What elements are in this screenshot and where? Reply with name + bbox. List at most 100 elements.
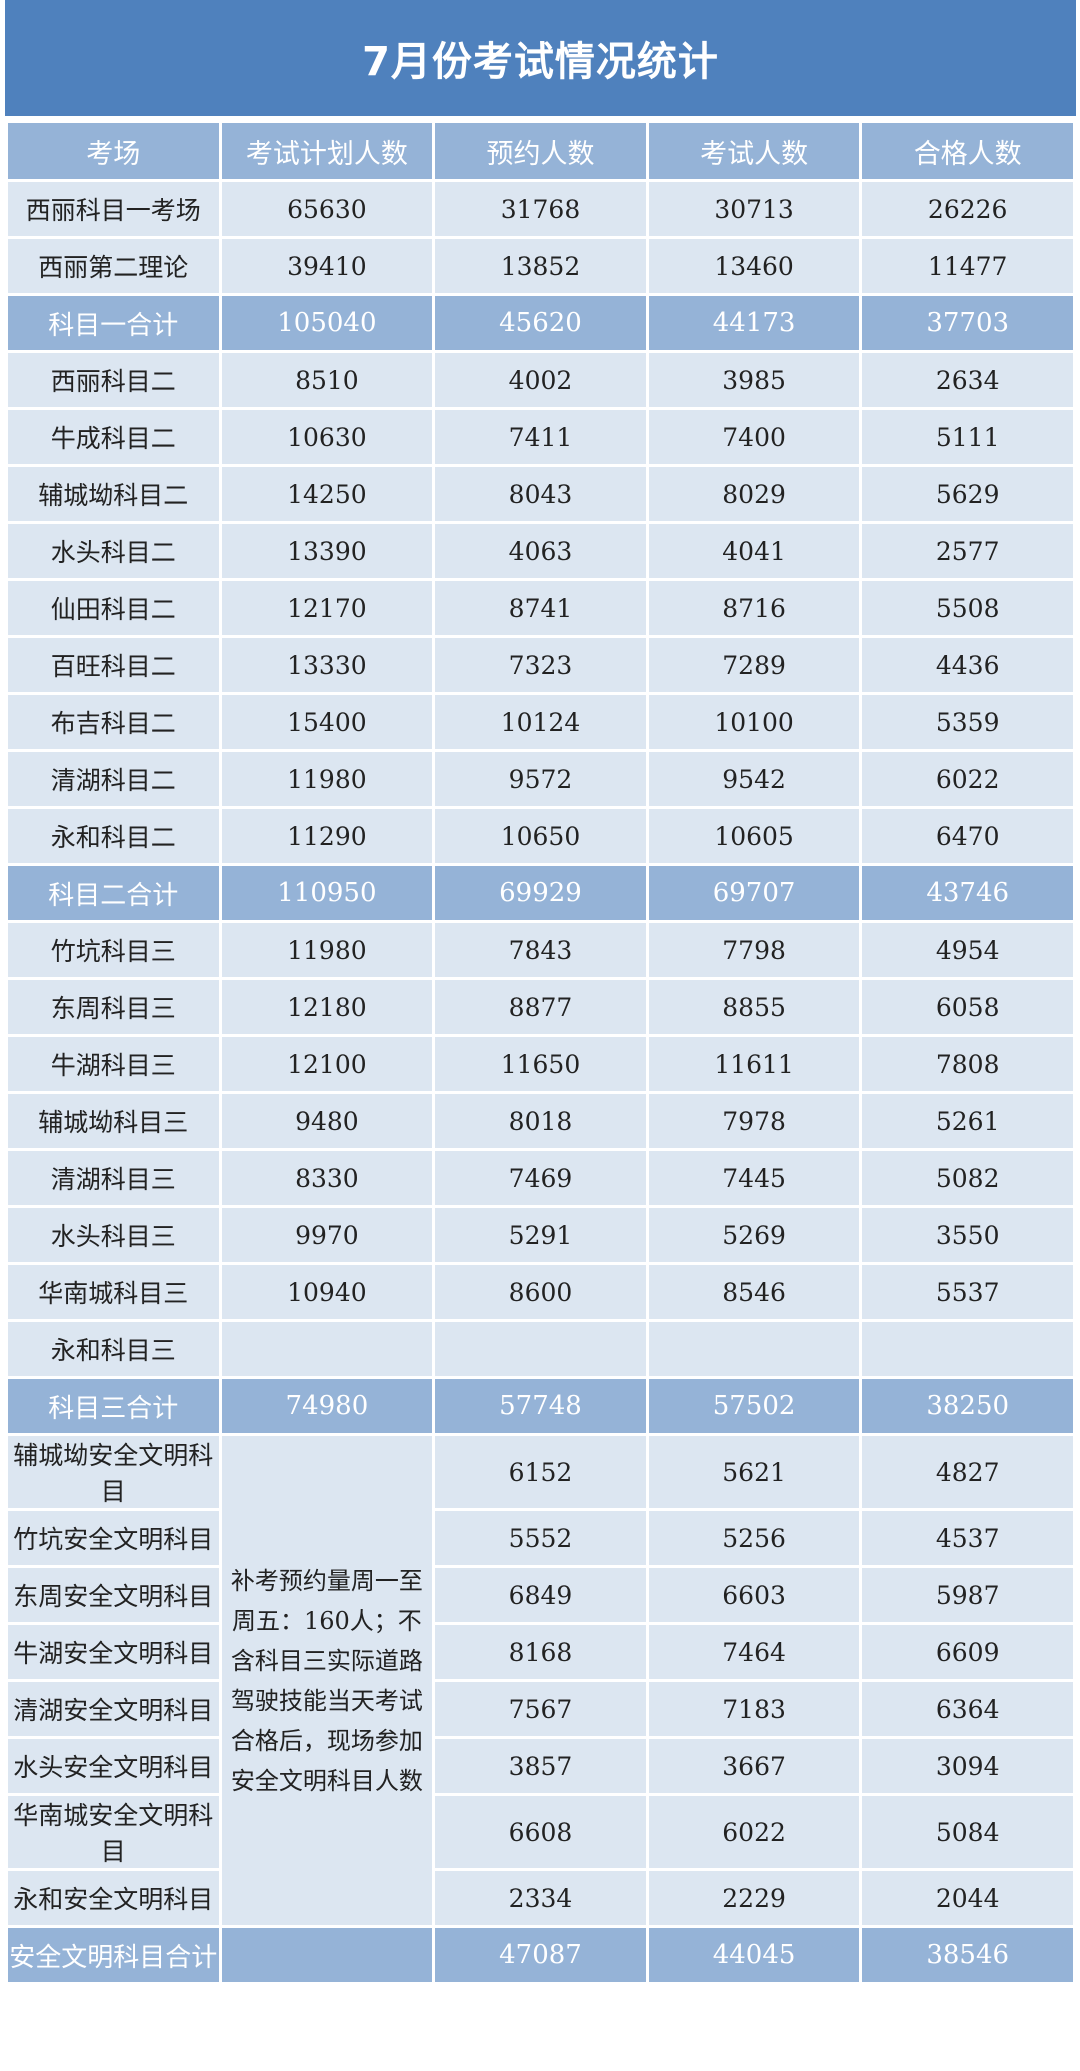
planned-cell: 39410 bbox=[218, 236, 436, 296]
booked-cell: 8741 bbox=[432, 578, 649, 638]
tested-cell: 2229 bbox=[645, 1868, 863, 1928]
exam-site-cell: 东周安全文明科目 bbox=[5, 1565, 222, 1625]
passed-cell: 5537 bbox=[859, 1262, 1076, 1322]
passed-cell: 26226 bbox=[859, 179, 1076, 239]
table-row: 东周科目三 12180 8877 8855 6058 bbox=[5, 977, 1076, 1037]
planned-cell: 10940 bbox=[218, 1262, 436, 1322]
planned-cell: 12180 bbox=[218, 977, 436, 1037]
table-row: 牛湖科目三 12100 11650 11611 7808 bbox=[5, 1034, 1076, 1094]
table-row: 永和科目二 11290 10650 10605 6470 bbox=[5, 806, 1076, 866]
table-row: 布吉科目二 15400 10124 10100 5359 bbox=[5, 692, 1076, 752]
table-row: 水头科目三 9970 5291 5269 3550 bbox=[5, 1205, 1076, 1265]
tested-cell: 5621 bbox=[645, 1433, 863, 1511]
booked-cell: 7323 bbox=[432, 635, 649, 695]
booked-cell: 47087 bbox=[432, 1925, 649, 1985]
table-row: 华南城科目三 10940 8600 8546 5537 bbox=[5, 1262, 1076, 1322]
tested-cell: 57502 bbox=[645, 1376, 863, 1436]
exam-site-cell: 水头科目三 bbox=[5, 1205, 222, 1265]
exam-site-cell: 永和科目二 bbox=[5, 806, 222, 866]
passed-cell: 6058 bbox=[859, 977, 1076, 1037]
passed-cell: 5359 bbox=[859, 692, 1076, 752]
planned-cell: 11290 bbox=[218, 806, 436, 866]
table-row: 华南城安全文明科目 6608 6022 5084 bbox=[5, 1793, 1076, 1871]
header-booked: 预约人数 bbox=[432, 120, 649, 182]
tested-cell: 44173 bbox=[645, 293, 863, 353]
passed-cell: 6022 bbox=[859, 749, 1076, 809]
booked-cell: 6849 bbox=[432, 1565, 649, 1625]
subtotal-row: 科目一合计 105040 45620 44173 37703 bbox=[5, 293, 1076, 353]
booked-cell: 13852 bbox=[432, 236, 649, 296]
planned-cell: 8330 bbox=[218, 1148, 436, 1208]
booked-cell bbox=[432, 1319, 649, 1379]
exam-site-cell: 华南城科目三 bbox=[5, 1262, 222, 1322]
passed-cell: 5987 bbox=[859, 1565, 1076, 1625]
tested-cell: 10605 bbox=[645, 806, 863, 866]
table-row: 清湖安全文明科目 7567 7183 6364 bbox=[5, 1679, 1076, 1739]
booked-cell: 11650 bbox=[432, 1034, 649, 1094]
booked-cell: 69929 bbox=[432, 863, 649, 923]
planned-cell: 8510 bbox=[218, 350, 436, 410]
tested-cell bbox=[645, 1319, 863, 1379]
planned-cell: 15400 bbox=[218, 692, 436, 752]
passed-cell: 38546 bbox=[859, 1925, 1076, 1985]
tested-cell: 8716 bbox=[645, 578, 863, 638]
header-row: 考场 考试计划人数 预约人数 考试人数 合格人数 bbox=[5, 120, 1076, 182]
exam-site-cell: 科目二合计 bbox=[5, 863, 222, 923]
passed-cell bbox=[859, 1319, 1076, 1379]
booked-cell: 4002 bbox=[432, 350, 649, 410]
exam-site-cell: 仙田科目二 bbox=[5, 578, 222, 638]
planned-cell: 105040 bbox=[218, 293, 436, 353]
passed-cell: 2577 bbox=[859, 521, 1076, 581]
table-row: 清湖科目三 8330 7469 7445 5082 bbox=[5, 1148, 1076, 1208]
planned-cell: 12170 bbox=[218, 578, 436, 638]
tested-cell: 8546 bbox=[645, 1262, 863, 1322]
tested-cell: 3667 bbox=[645, 1736, 863, 1796]
tested-cell: 5269 bbox=[645, 1205, 863, 1265]
booked-cell: 57748 bbox=[432, 1376, 649, 1436]
subtotal-row: 科目二合计 110950 69929 69707 43746 bbox=[5, 863, 1076, 923]
subtotal-row: 安全文明科目合计 47087 44045 38546 bbox=[5, 1925, 1076, 1985]
table-row: 竹坑科目三 11980 7843 7798 4954 bbox=[5, 920, 1076, 980]
planned-cell: 11980 bbox=[218, 749, 436, 809]
tested-cell: 30713 bbox=[645, 179, 863, 239]
table-row: 清湖科目二 11980 9572 9542 6022 bbox=[5, 749, 1076, 809]
booked-cell: 10124 bbox=[432, 692, 649, 752]
table-row: 仙田科目二 12170 8741 8716 5508 bbox=[5, 578, 1076, 638]
tested-cell: 11611 bbox=[645, 1034, 863, 1094]
passed-cell: 4537 bbox=[859, 1508, 1076, 1568]
booked-cell: 3857 bbox=[432, 1736, 649, 1796]
tested-cell: 6603 bbox=[645, 1565, 863, 1625]
table-row: 西丽科目二 8510 4002 3985 2634 bbox=[5, 350, 1076, 410]
passed-cell: 5111 bbox=[859, 407, 1076, 467]
passed-cell: 5629 bbox=[859, 464, 1076, 524]
passed-cell: 43746 bbox=[859, 863, 1076, 923]
tested-cell: 10100 bbox=[645, 692, 863, 752]
table-row: 西丽科目一考场 65630 31768 30713 26226 bbox=[5, 179, 1076, 239]
exam-site-cell: 科目三合计 bbox=[5, 1376, 222, 1436]
header-planned: 考试计划人数 bbox=[218, 120, 436, 182]
planned-cell: 110950 bbox=[218, 863, 436, 923]
planned-cell: 10630 bbox=[218, 407, 436, 467]
planned-cell: 14250 bbox=[218, 464, 436, 524]
booked-cell: 31768 bbox=[432, 179, 649, 239]
booked-cell: 8877 bbox=[432, 977, 649, 1037]
booked-cell: 6152 bbox=[432, 1433, 649, 1511]
booked-cell: 5552 bbox=[432, 1508, 649, 1568]
booked-cell: 8018 bbox=[432, 1091, 649, 1151]
passed-cell: 2634 bbox=[859, 350, 1076, 410]
exam-site-cell: 辅城坳安全文明科目 bbox=[5, 1433, 222, 1511]
planned-cell: 65630 bbox=[218, 179, 436, 239]
passed-cell: 5082 bbox=[859, 1148, 1076, 1208]
passed-cell: 6364 bbox=[859, 1679, 1076, 1739]
booked-cell: 5291 bbox=[432, 1205, 649, 1265]
tested-cell: 69707 bbox=[645, 863, 863, 923]
exam-site-cell: 水头科目二 bbox=[5, 521, 222, 581]
passed-cell: 4827 bbox=[859, 1433, 1076, 1511]
passed-cell: 5261 bbox=[859, 1091, 1076, 1151]
tested-cell: 7400 bbox=[645, 407, 863, 467]
exam-site-cell: 清湖科目三 bbox=[5, 1148, 222, 1208]
planned-cell: 13330 bbox=[218, 635, 436, 695]
note-cell: 补考预约量周一至周五：160人；不含科目三实际道路驾驶技能当天考试合格后，现场参… bbox=[218, 1433, 436, 1928]
page-title: 7月份考试情况统计 bbox=[5, 0, 1076, 116]
planned-cell: 9970 bbox=[218, 1205, 436, 1265]
